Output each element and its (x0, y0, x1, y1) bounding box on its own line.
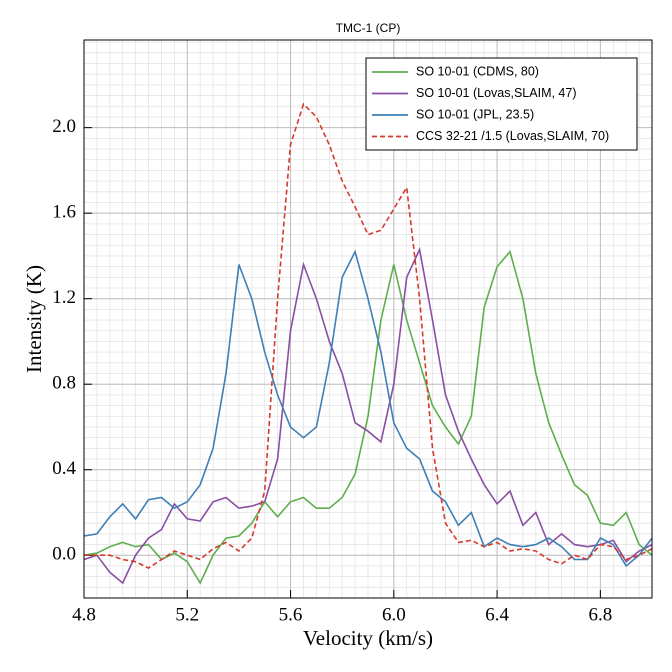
x-tick-label: 4.8 (72, 604, 96, 625)
y-tick-label: 2.0 (52, 116, 76, 137)
y-tick-label: 1.6 (52, 202, 76, 223)
legend-box (365, 57, 638, 151)
y-tick-label: 0.0 (52, 544, 76, 565)
chart-title: TMC-1 (CP) (336, 21, 401, 35)
y-tick-label: 1.2 (52, 287, 76, 308)
x-tick-label: 5.6 (279, 604, 303, 625)
x-tick-label: 6.8 (588, 604, 612, 625)
x-tick-label: 6.0 (382, 604, 406, 625)
x-axis-label: Velocity (km/s) (303, 626, 433, 650)
y-axis-label: Intensity (K) (22, 265, 46, 373)
series-line (84, 249, 652, 568)
series-line (84, 250, 652, 585)
plot-frame (83, 39, 653, 599)
legend-label: CCS 32-21 /1.5 (Lovas,SLAIM, 70) (416, 129, 609, 143)
legend-label: SO 10-01 (Lovas,SLAIM, 47) (416, 86, 577, 100)
y-tick-label: 0.4 (52, 458, 76, 479)
series-line (84, 246, 652, 585)
x-tick-label: 5.2 (175, 604, 199, 625)
x-tick-label: 6.4 (485, 604, 509, 625)
y-tick-label: 0.8 (52, 373, 76, 394)
legend-label: SO 10-01 (CDMS, 80) (416, 64, 539, 78)
series-line (84, 102, 652, 570)
legend-label: SO 10-01 (JPL, 23.5) (416, 107, 534, 121)
